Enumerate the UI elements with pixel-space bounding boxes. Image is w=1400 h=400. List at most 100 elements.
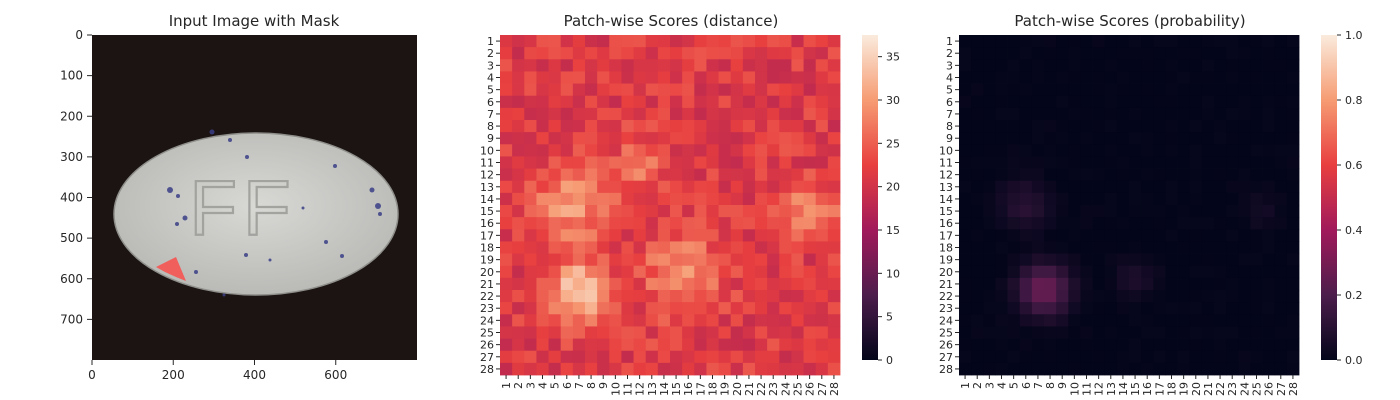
heatmap-cell [1056, 144, 1069, 157]
heatmap-cell [1274, 350, 1288, 364]
heatmap-cell [827, 326, 841, 339]
heatmap-cell [1068, 71, 1081, 84]
x-tick-label: 27 [816, 382, 829, 396]
heatmap-cell [1214, 95, 1227, 109]
heatmap-cell [706, 59, 719, 72]
heatmap-cell [706, 265, 719, 279]
heatmap-cell [730, 205, 744, 218]
heatmap-cell [1286, 95, 1300, 109]
heatmap-cell [657, 350, 671, 364]
heatmap-cell [621, 290, 634, 303]
heatmap-cell [1007, 253, 1021, 267]
heatmap-cell [609, 47, 622, 60]
heatmap-cell [995, 95, 1008, 109]
heatmap-cell [657, 71, 671, 84]
heatmap-cell [633, 253, 647, 267]
heatmap-cell [1262, 107, 1276, 121]
y-tick-label: 1 [487, 35, 494, 48]
heatmap-cell [1153, 229, 1166, 242]
heatmap-cell [1141, 59, 1154, 72]
heatmap-cell [1262, 265, 1276, 279]
heatmap-cell [1153, 192, 1166, 206]
heatmap-cell [1274, 217, 1288, 230]
heatmap-cell [1031, 156, 1045, 169]
y-tick-label: 19 [480, 254, 494, 267]
heatmap-cell [1019, 253, 1033, 267]
heatmap-cell [560, 168, 574, 182]
heatmap-cell [803, 217, 817, 230]
heatmap-cell [767, 265, 780, 279]
heatmap-cell [1044, 205, 1057, 218]
heatmap-cell [512, 277, 525, 291]
x-tick-label: 11 [1081, 382, 1094, 396]
distance-panel-title: Patch-wise Scores (distance) [564, 12, 779, 30]
heatmap-cell [670, 302, 683, 315]
heatmap-cell [609, 302, 622, 315]
heatmap-cell [621, 168, 634, 182]
heatmap-cell [1116, 156, 1130, 169]
heatmap-cell [718, 156, 732, 169]
heatmap-cell [1104, 95, 1118, 109]
heatmap-cell [585, 107, 598, 121]
heatmap-cell [609, 180, 622, 194]
heatmap-cell [1092, 302, 1106, 315]
heatmap-cell [1031, 205, 1045, 218]
heatmap-cell [694, 107, 707, 121]
y-tick-label: 2 [487, 47, 494, 60]
x-tick-label: 2 [512, 382, 525, 389]
heatmap-cell [560, 265, 574, 279]
heatmap-cell [995, 362, 1008, 376]
heatmap-cell [1068, 35, 1081, 48]
heatmap-cell [633, 265, 647, 279]
heatmap-cell [983, 35, 996, 48]
heatmap-cell [682, 229, 695, 242]
heatmap-cell [1226, 290, 1239, 303]
heatmap-cell [670, 265, 683, 279]
heatmap-cell [609, 338, 622, 352]
heatmap-cell [657, 59, 671, 72]
heatmap-cell [827, 350, 841, 364]
heatmap-cell [560, 290, 574, 303]
heatmap-cell [742, 83, 756, 97]
y-tick-label: 7 [946, 108, 953, 121]
heatmap-cell [1238, 253, 1251, 267]
heatmap-cell [791, 71, 804, 84]
heatmap-cell [1044, 350, 1057, 364]
heatmap-cell [755, 59, 768, 72]
heatmap-cell [585, 83, 598, 97]
heatmap-cell [1286, 277, 1300, 291]
heatmap-cell [959, 83, 972, 97]
heatmap-cell [1177, 290, 1191, 303]
heatmap-cell [803, 362, 817, 376]
heatmap-cell [1104, 241, 1118, 254]
heatmap-cell [1116, 302, 1130, 315]
heatmap-cell [1226, 35, 1239, 48]
heatmap-cell [1116, 180, 1130, 194]
heatmap-cell [1141, 326, 1154, 339]
heatmap-cell [1080, 253, 1093, 267]
heatmap-cell [1274, 192, 1288, 206]
y-tick-label: 9 [946, 132, 953, 145]
heatmap-cell [645, 35, 659, 48]
heatmap-cell [730, 253, 744, 267]
heatmap-cell [1031, 265, 1045, 279]
heatmap-cell [524, 180, 537, 194]
heatmap-cell [1007, 217, 1021, 230]
heatmap-cell [1189, 314, 1203, 327]
heatmap-cell [1286, 47, 1300, 60]
heatmap-cell [670, 362, 683, 376]
heatmap-cell [597, 144, 610, 157]
heatmap-cell [1262, 156, 1276, 169]
heatmap-cell [1019, 362, 1033, 376]
heatmap-cell [1238, 156, 1251, 169]
heatmap-cell [657, 192, 671, 206]
heatmap-cell [767, 217, 780, 230]
heatmap-cell [1177, 277, 1191, 291]
y-tick-label: 22 [480, 290, 494, 303]
y-tick-label: 23 [939, 302, 953, 315]
heatmap-cell [1274, 229, 1288, 242]
heatmap-cell [1129, 302, 1142, 315]
heatmap-cell [767, 192, 780, 206]
x-tick-label: 15 [670, 382, 683, 396]
